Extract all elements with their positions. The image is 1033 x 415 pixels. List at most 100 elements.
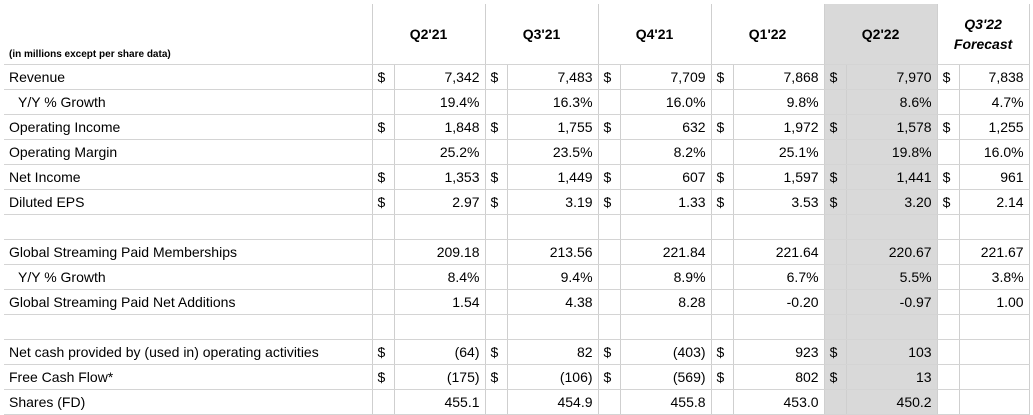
value-cell <box>959 214 1030 240</box>
currency-cell <box>598 89 621 115</box>
currency-cell: $ <box>711 114 734 140</box>
currency-cell <box>598 214 621 240</box>
table-row: Net Income $1,353 $1,449 $607 $1,597 $1,441 $9… <box>4 164 1030 190</box>
value-cell: 82 <box>507 339 599 365</box>
row-label: Global Streaming Paid Net Additions <box>4 289 373 315</box>
currency-cell <box>824 289 847 315</box>
currency-cell <box>485 239 508 265</box>
value-cell: 25.1% <box>733 139 825 165</box>
currency-cell: $ <box>485 114 508 140</box>
value-cell: 213.56 <box>507 239 599 265</box>
currency-cell <box>937 364 960 390</box>
value-cell: 221.84 <box>620 239 712 265</box>
currency-cell <box>937 89 960 115</box>
currency-cell <box>711 139 734 165</box>
value-cell <box>507 314 599 340</box>
currency-cell <box>824 89 847 115</box>
currency-cell: $ <box>711 364 734 390</box>
currency-cell: $ <box>824 189 847 215</box>
currency-cell <box>824 314 847 340</box>
currency-cell <box>711 289 734 315</box>
units-note: (in millions except per share data) <box>4 4 373 65</box>
currency-cell <box>824 239 847 265</box>
currency-cell: $ <box>598 114 621 140</box>
value-cell: 1,441 <box>846 164 938 190</box>
currency-cell: $ <box>372 114 395 140</box>
row-label: Free Cash Flow* <box>4 364 373 390</box>
value-cell <box>507 214 599 240</box>
currency-cell <box>598 139 621 165</box>
value-cell: 9.8% <box>733 89 825 115</box>
value-cell: 7,709 <box>620 64 712 90</box>
value-cell: 607 <box>620 164 712 190</box>
value-cell: 1,353 <box>394 164 486 190</box>
value-cell: 1.54 <box>394 289 486 315</box>
value-cell: 8.4% <box>394 264 486 290</box>
currency-cell: $ <box>598 164 621 190</box>
currency-cell <box>824 214 847 240</box>
currency-cell <box>485 89 508 115</box>
currency-cell: $ <box>598 189 621 215</box>
currency-cell <box>598 289 621 315</box>
currency-cell: $ <box>937 164 960 190</box>
value-cell: 8.28 <box>620 289 712 315</box>
currency-cell <box>598 239 621 265</box>
currency-cell: $ <box>824 364 847 390</box>
row-label: Revenue <box>4 64 373 90</box>
value-cell: 220.67 <box>846 239 938 265</box>
value-cell: 1.33 <box>620 189 712 215</box>
row-label <box>4 314 373 340</box>
row-label: Diluted EPS <box>4 189 373 215</box>
currency-cell: $ <box>711 164 734 190</box>
value-cell <box>620 214 712 240</box>
currency-cell <box>824 264 847 290</box>
table-row: Operating Margin 25.2% 23.5% 8.2% 25.1% 19.8%… <box>4 139 1030 165</box>
value-cell: 923 <box>733 339 825 365</box>
value-cell: 13 <box>846 364 938 390</box>
currency-cell <box>485 314 508 340</box>
currency-cell <box>937 214 960 240</box>
value-cell: 23.5% <box>507 139 599 165</box>
value-cell: 1,755 <box>507 114 599 140</box>
value-cell: 103 <box>846 339 938 365</box>
value-cell: 7,483 <box>507 64 599 90</box>
value-cell: 961 <box>959 164 1030 190</box>
value-cell: 3.19 <box>507 189 599 215</box>
period-header: Q2'21 <box>372 4 486 65</box>
forecast-label: Forecast <box>953 36 1013 52</box>
row-label: Global Streaming Paid Memberships <box>4 239 373 265</box>
value-cell <box>959 364 1030 390</box>
currency-cell <box>711 89 734 115</box>
value-cell: 19.8% <box>846 139 938 165</box>
value-cell: 1,597 <box>733 164 825 190</box>
currency-cell <box>485 264 508 290</box>
currency-cell <box>485 139 508 165</box>
table-row: Revenue $7,342 $7,483 $7,709 $7,868 $7,970 $7,… <box>4 64 1030 90</box>
currency-cell <box>372 314 395 340</box>
value-cell: 19.4% <box>394 89 486 115</box>
forecast-period: Q3'22 <box>964 16 1002 32</box>
value-cell: 3.20 <box>846 189 938 215</box>
table-row: Global Streaming Paid Memberships 209.18 2… <box>4 239 1030 265</box>
currency-cell: $ <box>711 189 734 215</box>
currency-cell <box>711 314 734 340</box>
table-row: Diluted EPS $2.97 $3.19 $1.33 $3.53 $3.20 $2.1… <box>4 189 1030 215</box>
value-cell: 221.64 <box>733 239 825 265</box>
currency-cell <box>937 264 960 290</box>
value-cell <box>959 314 1030 340</box>
currency-cell: $ <box>372 189 395 215</box>
value-cell: 3.8% <box>959 264 1030 290</box>
currency-cell: $ <box>485 164 508 190</box>
value-cell: (106) <box>507 364 599 390</box>
value-cell: 1,449 <box>507 164 599 190</box>
value-cell: 6.7% <box>733 264 825 290</box>
currency-cell <box>937 314 960 340</box>
value-cell: 1,848 <box>394 114 486 140</box>
value-cell <box>620 314 712 340</box>
value-cell: 2.14 <box>959 189 1030 215</box>
value-cell: 7,868 <box>733 64 825 90</box>
value-cell <box>394 314 486 340</box>
currency-cell <box>824 389 847 415</box>
currency-cell: $ <box>485 189 508 215</box>
value-cell: 8.2% <box>620 139 712 165</box>
